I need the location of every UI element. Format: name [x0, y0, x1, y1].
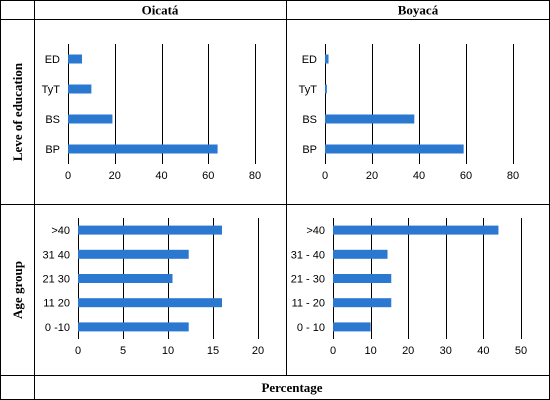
row-label-education: Leve of education	[10, 62, 25, 161]
x-tick-label: 80	[507, 170, 519, 182]
bar	[78, 249, 189, 259]
x-tick-label: 15	[207, 345, 219, 357]
bar	[325, 54, 329, 64]
y-tick-label: 31 40	[42, 249, 70, 261]
bar	[325, 84, 327, 94]
x-tick-label: 40	[155, 170, 167, 182]
y-tick-label: 0 - 10	[297, 322, 325, 334]
bar	[333, 298, 392, 308]
chart-oicata-education: 0 20 40 60 80 ED TyT BS BP	[42, 44, 261, 182]
x-tick-label: 40	[413, 170, 425, 182]
x-tick-label: 60	[460, 170, 472, 182]
bar	[68, 54, 83, 64]
x-tick-label: 5	[120, 345, 126, 357]
x-tick-label: 80	[249, 170, 261, 182]
x-tick-label: 0	[330, 345, 336, 357]
bar	[68, 144, 218, 154]
x-tick-label: 0	[65, 170, 71, 182]
y-tick-label: TyT	[42, 84, 61, 96]
x-tick-label: 10	[162, 345, 174, 357]
chart-boyaca-age: 0 10 20 30 40 50 >40 31 - 40 21 - 30 11 - 20 0 - 1…	[291, 218, 527, 357]
bar	[68, 114, 113, 124]
bar	[78, 225, 222, 235]
y-tick-label: 11 20	[43, 298, 70, 310]
bar	[333, 249, 388, 259]
x-tick-label: 40	[477, 345, 489, 357]
x-tick-label: 0	[322, 170, 328, 182]
x-tick-label: 60	[202, 170, 214, 182]
bar	[333, 322, 371, 332]
y-tick-label: ED	[45, 54, 60, 66]
y-tick-label: 11 - 20	[292, 298, 325, 310]
x-tick-label: 20	[402, 345, 414, 357]
y-tick-label: BP	[45, 144, 60, 156]
bar	[325, 144, 464, 154]
y-tick-label: >40	[51, 225, 70, 237]
y-tick-label: 21 30	[42, 274, 70, 286]
y-tick-label: >40	[306, 225, 325, 237]
x-tick-label: 30	[440, 345, 452, 357]
bar	[78, 298, 222, 308]
bar	[325, 114, 415, 124]
y-tick-label: TyT	[299, 84, 318, 96]
column-title-oicata: Oicatá	[142, 3, 179, 18]
bar	[333, 274, 392, 283]
bar	[78, 322, 189, 332]
x-tick-label: 10	[364, 345, 376, 357]
bar	[78, 274, 173, 283]
chart-oicata-age: 0 5 10 15 20 >40 31 40 21 30 11 20 0 -10	[42, 218, 264, 357]
row-label-age: Age group	[10, 261, 25, 319]
y-tick-label: BP	[302, 144, 317, 156]
y-tick-label: BS	[302, 114, 317, 126]
y-tick-label: 0 -10	[45, 322, 70, 334]
y-tick-label: 21 - 30	[291, 274, 325, 286]
bar	[68, 84, 92, 94]
x-tick-label: 50	[515, 345, 527, 357]
y-tick-label: 31 - 40	[291, 249, 325, 261]
bar	[333, 225, 499, 235]
y-tick-label: ED	[302, 54, 317, 66]
x-tick-label: 0	[75, 345, 81, 357]
y-tick-label: BS	[45, 114, 60, 126]
footer-xlabel: Percentage	[261, 380, 322, 395]
x-tick-label: 20	[366, 170, 378, 182]
chart-boyaca-education: 0 20 40 60 80 ED TyT BS BP	[299, 44, 519, 182]
x-tick-label: 20	[252, 345, 264, 357]
x-tick-label: 20	[109, 170, 121, 182]
column-title-boyaca: Boyacá	[398, 3, 439, 18]
